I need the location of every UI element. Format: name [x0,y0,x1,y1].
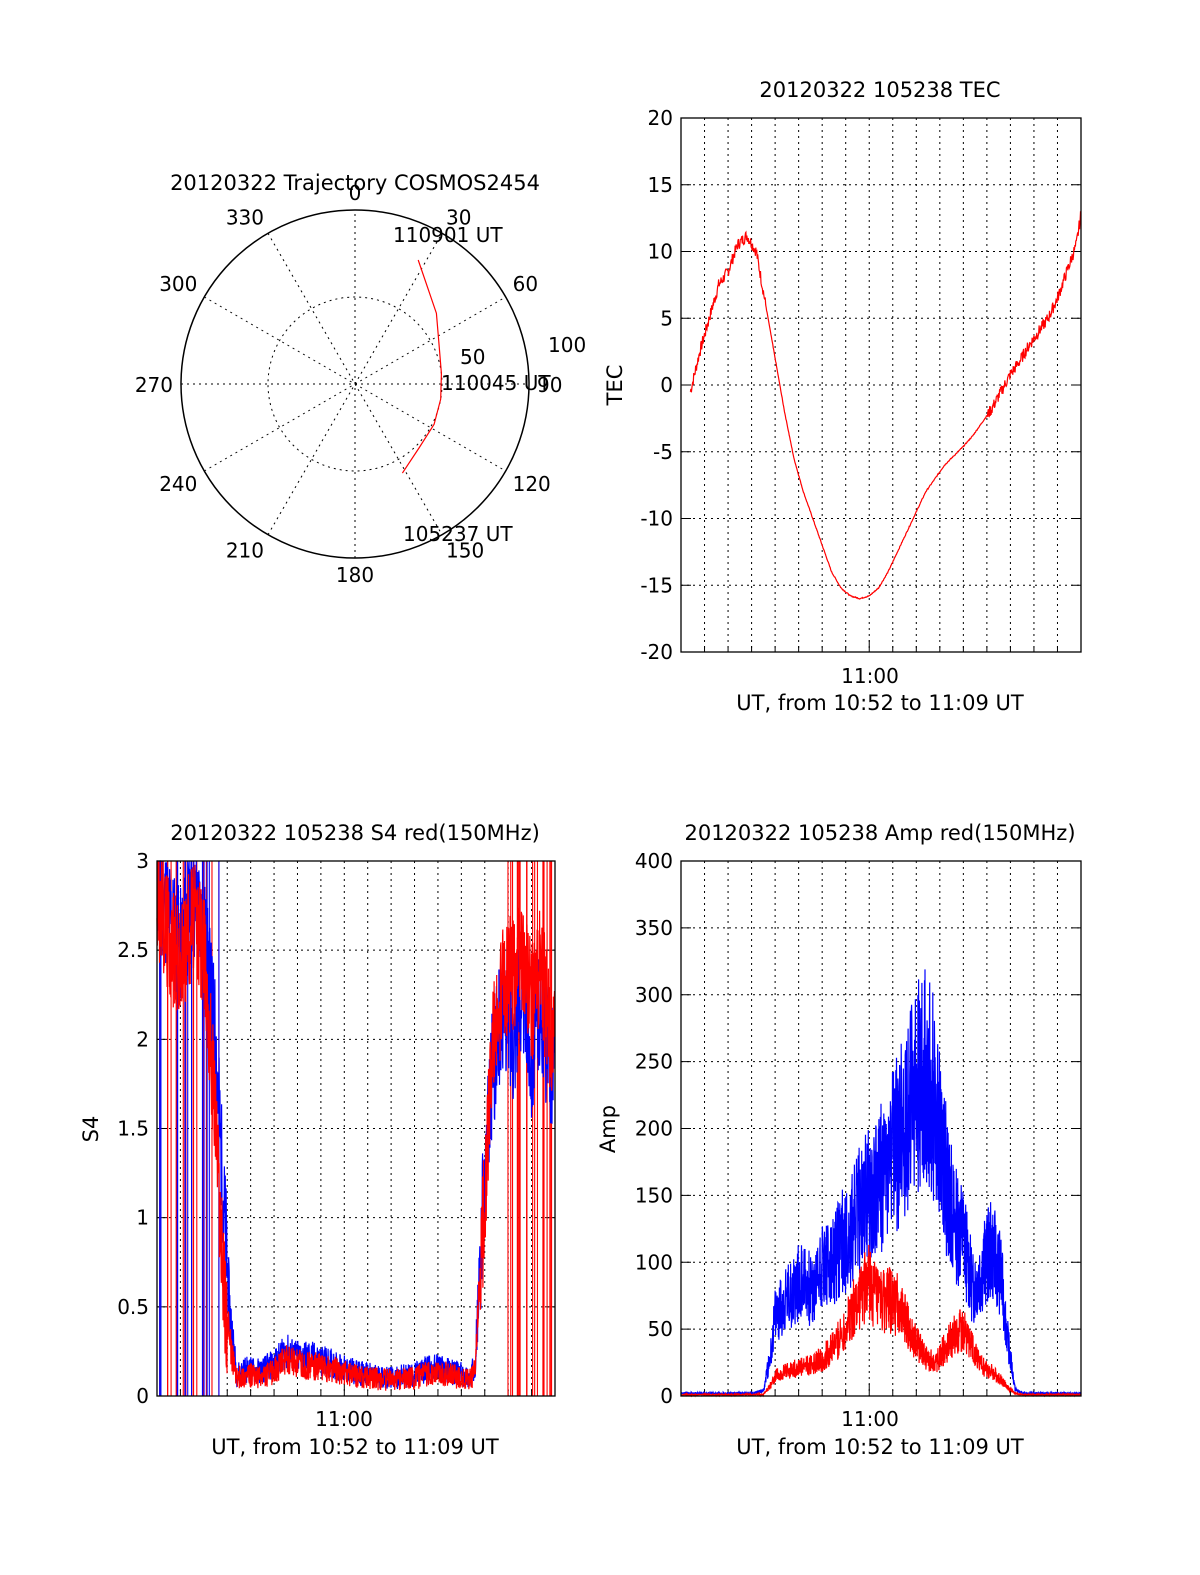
s4-title: 20120322 105238 S4 red(150MHz) [170,821,540,845]
polar-inner-ring [267,296,443,472]
tec-ytick-label-6: -10 [640,507,673,531]
amp-ytick-label-7: 50 [648,1317,673,1341]
tec-ylabel: TEC [603,365,627,407]
tec-ytick-label-7: -15 [640,573,673,597]
azimuth-label-180: 180 [336,563,374,587]
s4-ytick-label-3: 1.5 [117,1117,149,1141]
trajectory-end-label: 110901 UT [393,223,503,247]
polar-trajectory-panel: 20120322 Trajectory COSMOS2454 0 30 60 90 12… [135,171,586,587]
azimuth-label-240: 240 [159,472,197,496]
amp-ytick-label-6: 100 [635,1250,673,1274]
s4-ytick-label-5: 0.5 [117,1295,149,1319]
polar-grid [180,209,530,559]
tec-ytick-label-0: 20 [648,106,673,130]
amp-panel: 20120322 105238 Amp red(150MHz) 400 350 30… [596,821,1082,1459]
s4-ylabel: S4 [79,1116,103,1143]
azimuth-label-210: 210 [226,539,264,563]
amp-ytick-label-4: 200 [635,1117,673,1141]
tec-ytick-label-4: 0 [660,373,673,397]
s4-xtick-label: 11:00 [315,1407,373,1431]
trajectory-line [401,259,443,474]
polar-title: 20120322 Trajectory COSMOS2454 [170,171,540,195]
amp-ytick-label-5: 150 [635,1183,673,1207]
azimuth-label-0: 0 [349,181,362,205]
amp-y-tick-labels: 400 350 300 250 200 150 100 50 0 [635,849,673,1408]
tec-panel: 20120322 105238 TEC 20151050-5-10-15-20 … [603,78,1082,715]
trajectory-start-label: 105237 UT [403,522,513,546]
azimuth-label-60: 60 [513,272,538,296]
amp-ytick-label-8: 0 [660,1384,673,1408]
azimuth-label-270: 270 [135,373,173,397]
amp-red-line [680,1244,1082,1398]
s4-panel: 20120322 105238 S4 red(150MHz) 3 2.5 2 1.5 1… [79,821,556,1459]
trajectory-mid-label: 110045 UT [441,371,551,395]
tec-ytick-label-1: 15 [648,173,673,197]
amp-xlabel: UT, from 10:52 to 11:09 UT [736,1435,1024,1459]
azimuth-label-150: 150 [446,539,484,563]
tec-xlabel: UT, from 10:52 to 11:09 UT [736,691,1024,715]
polar-azimuth-labels: 0 30 60 90 120 150 180 210 240 270 300 330 [135,181,563,587]
s4-y-tick-labels: 3 2.5 2 1.5 1 0.5 0 [117,849,149,1408]
amp-blue-line [680,969,1082,1397]
amp-title: 20120322 105238 Amp red(150MHz) [684,821,1075,845]
tec-grid [681,117,1081,653]
azimuth-label-330: 330 [226,205,264,229]
tec-y-tick-labels: 20 15 10 5 0 -5 -10 -15 -20 [640,106,673,664]
tec-ytick-label-2: 10 [648,240,673,264]
radial-label-100: 100 [548,333,586,357]
amp-ytick-label-1: 350 [635,916,673,940]
s4-ytick-label-6: 0 [136,1384,149,1408]
s4-ytick-label-2: 2 [136,1027,149,1051]
amp-ytick-label-3: 250 [635,1050,673,1074]
amp-ylabel: Amp [596,1105,620,1153]
azimuth-label-120: 120 [513,472,551,496]
tec-ytick-label-8: -20 [640,640,673,664]
tec-title: 20120322 105238 TEC [759,78,1000,102]
amp-ytick-label-2: 300 [635,983,673,1007]
tec-plot-frame [680,117,1082,653]
amp-ytick-label-0: 400 [635,849,673,873]
s4-red-line [156,860,556,1391]
radial-label-50: 50 [460,345,485,369]
tec-xtick-label: 11:00 [841,664,899,688]
azimuth-label-90: 90 [537,373,562,397]
s4-plot-frame [156,860,556,1397]
amp-xtick-label: 11:00 [841,1407,899,1431]
polar-spoke-150 [267,233,443,535]
tec-series-line [689,211,1082,600]
s4-ytick-label-1: 2.5 [117,938,149,962]
s4-ytick-label-4: 1 [136,1206,149,1230]
azimuth-label-300: 300 [159,272,197,296]
tec-ytick-label-3: 5 [660,306,673,330]
tec-ytick-label-5: -5 [653,440,673,464]
azimuth-label-30: 30 [446,205,471,229]
amp-plot-frame [680,860,1082,1397]
s4-ytick-label-0: 3 [136,849,149,873]
s4-xlabel: UT, from 10:52 to 11:09 UT [211,1435,499,1459]
